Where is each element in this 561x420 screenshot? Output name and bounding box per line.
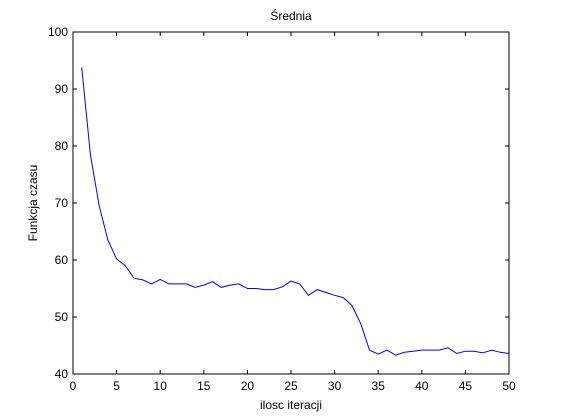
y-tick-label: 100 [48, 25, 68, 39]
x-tick-label: 25 [284, 379, 298, 393]
y-tick-label: 50 [55, 310, 69, 324]
x-axis: 0 5 10 15 20 25 30 35 40 45 50 [70, 32, 516, 393]
y-tick-label: 80 [55, 139, 69, 153]
x-tick-label: 50 [502, 379, 516, 393]
x-tick-label: 40 [415, 379, 429, 393]
x-tick-label: 5 [113, 379, 120, 393]
x-tick-label: 10 [154, 379, 168, 393]
x-tick-label: 35 [372, 379, 386, 393]
y-tick-label: 90 [55, 82, 69, 96]
y-axis: 40 50 60 70 80 90 100 [48, 25, 509, 381]
chart-title: Średnia [270, 8, 312, 23]
x-axis-title: ilosc iteracji [260, 398, 322, 412]
x-tick-label: 45 [459, 379, 473, 393]
x-tick-label: 15 [197, 379, 211, 393]
y-tick-label: 60 [55, 253, 69, 267]
y-tick-label: 40 [55, 367, 69, 381]
plot-area [72, 31, 510, 375]
x-tick-label: 0 [70, 379, 77, 393]
y-tick-label: 70 [55, 196, 69, 210]
x-tick-label: 30 [328, 379, 342, 393]
series-line [81, 67, 510, 356]
x-tick-label: 20 [241, 379, 255, 393]
y-axis-title: Funkcja czasu [26, 165, 40, 242]
